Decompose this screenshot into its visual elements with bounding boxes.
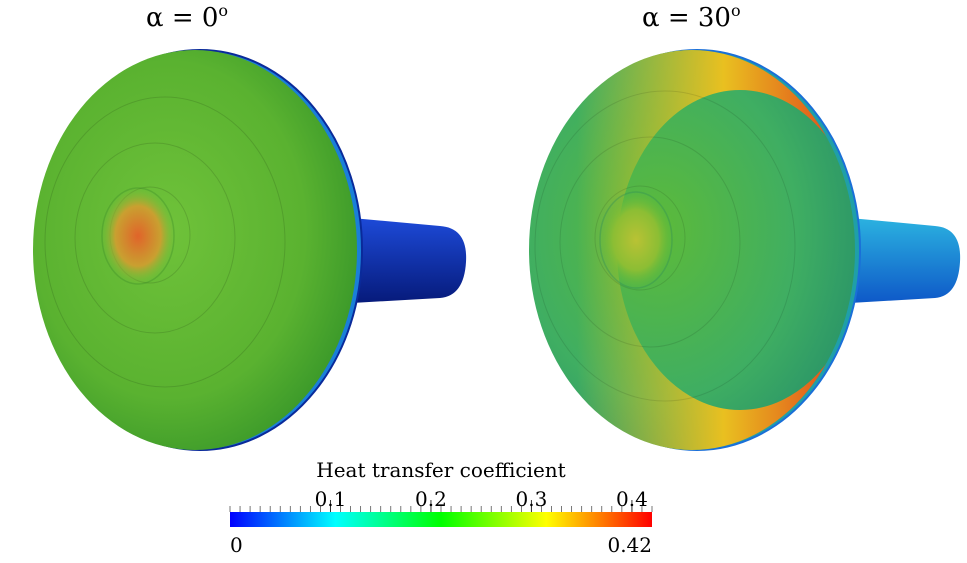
disk-rings [534,90,796,402]
colorbar-gradient [230,512,652,527]
hotspot-bump-edge [101,187,175,285]
hotspot-bump-edge [599,191,673,289]
panel-title: α = 0o [146,1,228,33]
panel-alpha-30: α = 30o [529,1,961,451]
shaft [352,218,467,303]
colorbar-tick-label: 0.1 [315,487,347,511]
colorbar-tick-label: 0.4 [616,487,648,511]
hot-band [537,50,855,450]
colorbar-ticks [229,500,653,512]
hotspot [100,186,176,286]
colorbar-tick-label: 0.2 [415,487,447,511]
disk-face [33,50,357,450]
colorbar-tick-labels: 0.1 0.2 0.3 0.4 [315,487,648,511]
shaft [850,218,961,303]
panel-alpha-0: α = 0o [33,1,467,451]
colorbar-title: Heat transfer coefficient [316,458,565,482]
colorbar: Heat transfer coefficient 0.1 0.2 0.3 0.4 0… [229,458,653,557]
hotspot [598,190,674,290]
panel-title: α = 30o [642,1,741,33]
colorbar-min-label: 0 [230,533,243,557]
colorbar-tick-label: 0.3 [516,487,548,511]
colorbar-max-label: 0.42 [607,533,652,557]
